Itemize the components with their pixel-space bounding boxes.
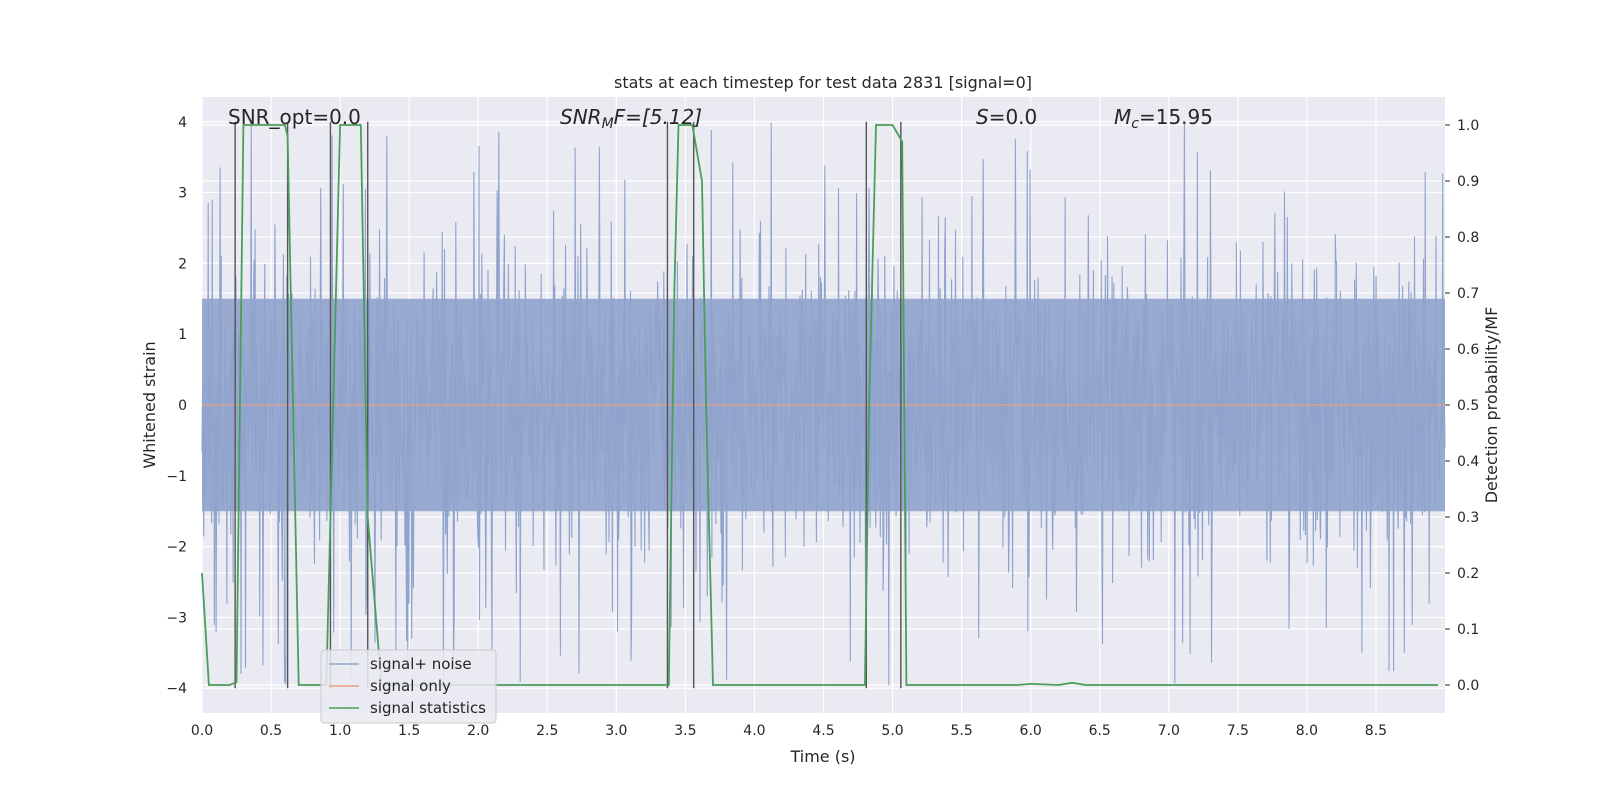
legend-label-signal-noise: signal+ noise [370, 655, 472, 673]
legend-label-signal-statistics: signal statistics [370, 699, 486, 717]
x-tick-label: 7.0 [1158, 723, 1180, 739]
x-tick-label: 5.5 [950, 723, 972, 739]
annotation-mc-sub: c [1131, 116, 1139, 132]
series-signal-statistics [201, 124, 1439, 686]
annotation-snr-mf-rest: F=[5.12] [614, 105, 702, 129]
annotation-snr-opt: SNR_opt=0.0 [228, 105, 361, 129]
y-right-tick-label: 0.7 [1457, 286, 1479, 302]
annotation-s-main: S [976, 105, 989, 129]
x-tick-label: 4.0 [743, 723, 765, 739]
annotation-s-rest: =0.0 [989, 105, 1038, 129]
annotation-mc-rest: =15.95 [1139, 105, 1213, 129]
y-left-tick-label: −3 [166, 610, 187, 626]
x-tick-label: 1.0 [329, 723, 351, 739]
y-left-tick-labels: 4 3 2 1 0 −1 −2 −3 −4 [166, 115, 187, 697]
annotation-snr-mf-sub: M [602, 116, 614, 132]
vertical-markers [234, 121, 902, 689]
x-tick-label: 1.5 [398, 723, 420, 739]
y-left-tick-label: 2 [178, 256, 187, 272]
y-right-tick-label: 0.3 [1457, 510, 1479, 526]
y-right-tick-label: 1.0 [1457, 118, 1479, 134]
x-tick-labels: 0.0 0.5 1.0 1.5 2.0 2.5 3.0 3.5 4.0 4.5 5.0 5.5 6.0 6… [191, 723, 1387, 739]
signal-noise-line [201, 122, 1446, 689]
y-left-tick-label: −4 [166, 681, 187, 697]
y-right-tick-label: 0.4 [1457, 454, 1479, 470]
annotation-s: S=0.0 [976, 105, 1037, 129]
x-tick-label: 6.5 [1089, 723, 1111, 739]
legend-label-signal-only: signal only [370, 677, 451, 695]
annotation-snr-mf-main: SNR [560, 105, 602, 129]
y-right-tick-label: 0.6 [1457, 342, 1479, 358]
legend-box [320, 649, 497, 724]
y-right-tick-label: 0.9 [1457, 174, 1479, 190]
y-left-tick-label: 4 [178, 115, 187, 131]
y-left-axis-label: Whitened strain [140, 341, 159, 468]
x-tick-label: 5.0 [881, 723, 903, 739]
x-tick-label: 4.5 [812, 723, 834, 739]
x-tick-label: 2.5 [536, 723, 558, 739]
x-tick-label: 3.0 [605, 723, 627, 739]
y-right-axis-label: Detection probability/MF [1482, 307, 1501, 504]
y-right-tick-label: 0.2 [1457, 566, 1479, 582]
chart-title: stats at each timestep for test data 283… [614, 73, 1032, 92]
legend: signal+ noise signal only signal statist… [320, 649, 497, 724]
x-tick-label: 8.5 [1365, 723, 1387, 739]
y-right-tick-label: 0.5 [1457, 398, 1479, 414]
annotation-snr-mf: SNRMF=[5.12] [560, 105, 702, 132]
x-tick-label: 2.0 [467, 723, 489, 739]
annotation-mc: Mc=15.95 [1114, 105, 1213, 132]
y-left-tick-label: −1 [166, 469, 187, 485]
y-left-tick-label: 3 [178, 186, 187, 202]
y-left-tick-label: 0 [178, 398, 187, 414]
y-left-tick-label: −2 [166, 540, 187, 556]
y-right-tick-label: 0.8 [1457, 230, 1479, 246]
y-right-tick-labels: 1.0 0.9 0.8 0.7 0.6 0.5 0.4 0.3 0.2 0.1 0.0 [1445, 118, 1479, 694]
y-right-tick-label: 0.1 [1457, 622, 1479, 638]
x-tick-label: 6.0 [1020, 723, 1042, 739]
y-right-tick-label: 0.0 [1457, 678, 1479, 694]
x-tick-label: 3.5 [674, 723, 696, 739]
x-tick-label: 8.0 [1296, 723, 1318, 739]
x-axis-label: Time (s) [789, 747, 855, 766]
signal-statistics-line [201, 124, 1439, 686]
x-tick-label: 0.0 [191, 723, 213, 739]
annotation-mc-main: M [1114, 105, 1131, 129]
y-left-tick-label: 1 [178, 327, 187, 343]
series-signal-noise [201, 122, 1446, 689]
x-tick-label: 7.5 [1227, 723, 1249, 739]
x-tick-label: 0.5 [260, 723, 282, 739]
